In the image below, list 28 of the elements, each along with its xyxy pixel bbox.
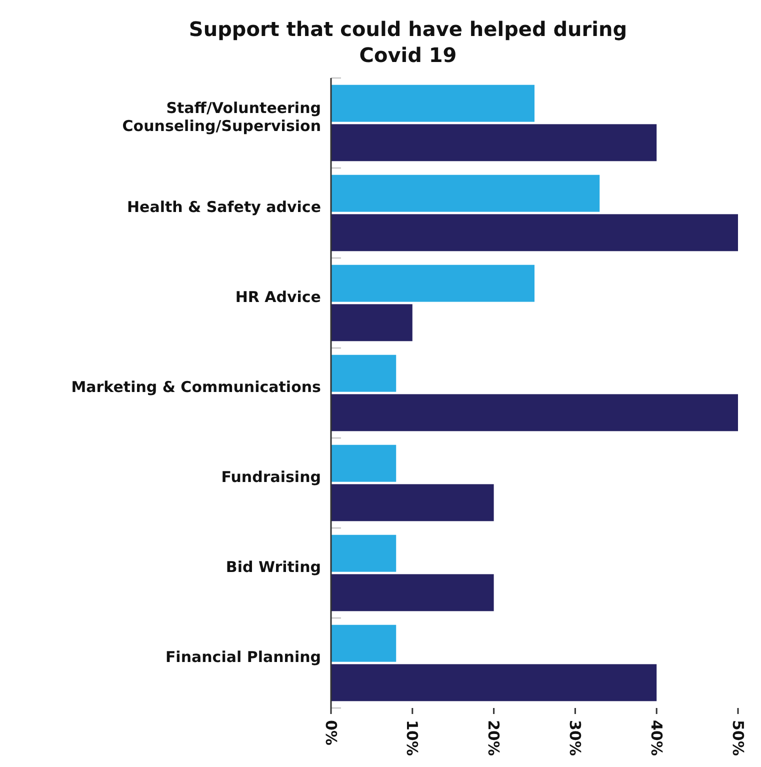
bar <box>331 624 396 662</box>
y-tick-label: Bid Writing <box>226 558 321 576</box>
y-tick-label: Marketing & Communications <box>71 378 322 396</box>
y-tick-label: Health & Safety advice <box>126 198 321 216</box>
bar <box>331 124 657 162</box>
bar <box>331 84 534 122</box>
bar <box>331 174 600 212</box>
y-tick-label: Financial Planning <box>165 648 321 666</box>
bar <box>331 354 396 392</box>
bar <box>331 664 657 702</box>
bar <box>331 214 738 252</box>
bar <box>331 264 534 302</box>
bar <box>331 484 494 522</box>
bar <box>331 534 396 572</box>
x-tick-label: 0% <box>322 720 340 746</box>
bar <box>331 304 412 342</box>
bar <box>331 394 738 432</box>
chart-title: Support that could have helped during Covid 19 <box>188 17 628 67</box>
x-tick-label: 10% <box>403 720 422 756</box>
y-tick-label: Fundraising <box>221 468 321 486</box>
x-tick-label: 50% <box>728 720 747 756</box>
x-tick-label: 40% <box>647 720 666 756</box>
x-tick-label: 30% <box>566 720 584 756</box>
bar <box>331 444 396 482</box>
y-tick-label: HR Advice <box>235 288 321 306</box>
x-tick-label: 20% <box>484 720 503 756</box>
y-tick-label: Staff/Volunteering Counseling/Supervision <box>122 99 321 135</box>
bar <box>331 574 494 612</box>
